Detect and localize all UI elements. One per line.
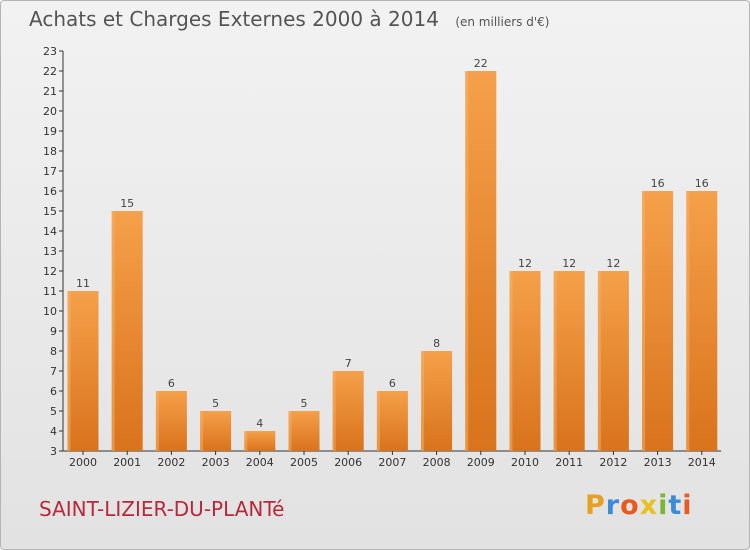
y-tick-label: 7 (50, 365, 57, 378)
data-label-2008: 8 (433, 337, 440, 350)
bar-2004 (244, 431, 276, 451)
y-tick-label: 21 (43, 85, 57, 98)
logo-letter: o (620, 490, 640, 521)
logo-letter: x (639, 490, 659, 521)
x-tick-label-2005: 2005 (290, 456, 318, 469)
logo-letter: P (585, 490, 606, 521)
bar-highlight (509, 271, 513, 451)
bar-highlight (288, 411, 292, 451)
data-label-2013: 16 (651, 177, 665, 190)
bar-highlight (155, 391, 159, 451)
x-tick-label-2007: 2007 (378, 456, 406, 469)
logo-letter: i (682, 490, 693, 521)
y-tick-label: 6 (50, 385, 57, 398)
data-label-2012: 12 (606, 257, 620, 270)
chart-title-text: Achats et Charges Externes 2000 à 2014 (29, 7, 439, 31)
bar-highlight (244, 431, 248, 451)
bar-highlight (421, 351, 425, 451)
data-label-2004: 4 (256, 417, 263, 430)
commune-name: SAINT-LIZIER-DU-PLANTé (39, 497, 285, 521)
bar-highlight (200, 411, 204, 451)
y-tick-label: 18 (43, 145, 57, 158)
data-label-2011: 12 (562, 257, 576, 270)
bar-highlight (376, 391, 380, 451)
x-tick-label-2000: 2000 (69, 456, 97, 469)
logo-letter: i (658, 490, 669, 521)
x-tick-label-2001: 2001 (113, 456, 141, 469)
x-tick-label-2003: 2003 (202, 456, 230, 469)
y-tick-label: 4 (50, 425, 57, 438)
bars (67, 71, 718, 451)
data-label-2007: 6 (389, 377, 396, 390)
bar-2008 (421, 351, 453, 451)
bar-highlight (553, 271, 557, 451)
bar-2007 (376, 391, 408, 451)
bar-2001 (111, 211, 143, 451)
x-tick-label-2010: 2010 (511, 456, 539, 469)
y-tick-label: 19 (43, 125, 57, 138)
y-axis: 3 4 5 6 7 8 9 10 11 12 13 14 15 16 17 18 19 20 21 22 23 (43, 45, 64, 458)
data-label-2014: 16 (695, 177, 709, 190)
y-tick-label: 14 (43, 225, 57, 238)
data-label-2000: 11 (76, 277, 90, 290)
bar-2011 (553, 271, 585, 451)
x-tick-label-2013: 2013 (644, 456, 672, 469)
x-tick-label-2004: 2004 (246, 456, 274, 469)
bar-2009 (465, 71, 497, 451)
proxiti-logo: Proxiti (585, 490, 693, 521)
y-tick-label: 13 (43, 245, 57, 258)
y-tick-label: 22 (43, 65, 57, 78)
bar-highlight (111, 211, 115, 451)
y-tick-label: 16 (43, 185, 57, 198)
bar-highlight (67, 291, 71, 451)
bar-2002 (155, 391, 187, 451)
bar-highlight (332, 371, 336, 451)
y-tick-label: 10 (43, 305, 57, 318)
x-tick-label-2006: 2006 (334, 456, 362, 469)
chart-unit-label: (en milliers d'€) (455, 15, 550, 29)
x-tick-label-2011: 2011 (555, 456, 583, 469)
x-tick-label-2009: 2009 (467, 456, 495, 469)
data-label-2010: 12 (518, 257, 532, 270)
x-axis: 2000 2001 2002 2003 2004 2005 2006 2007 2008 2009… (63, 450, 721, 469)
x-tick-label-2002: 2002 (157, 456, 185, 469)
logo-letter: r (605, 490, 621, 521)
logo-letter: t (668, 490, 683, 521)
y-tick-label: 11 (43, 285, 57, 298)
bar-2014 (686, 191, 718, 451)
bar-2000 (67, 291, 99, 451)
data-label-2005: 5 (301, 397, 308, 410)
bar-2006 (332, 371, 364, 451)
bar-2013 (642, 191, 674, 451)
y-tick-label: 12 (43, 265, 57, 278)
data-label-2009: 22 (474, 57, 488, 70)
bar-2003 (200, 411, 232, 451)
x-tick-label-2012: 2012 (599, 456, 627, 469)
x-tick-label-2008: 2008 (423, 456, 451, 469)
data-label-2003: 5 (212, 397, 219, 410)
bar-highlight (642, 191, 646, 451)
bar-2012 (597, 271, 629, 451)
y-tick-label: 3 (50, 445, 57, 458)
bar-2005 (288, 411, 320, 451)
y-tick-label: 17 (43, 165, 57, 178)
bar-2010 (509, 271, 541, 451)
y-tick-label: 5 (50, 405, 57, 418)
bar-highlight (686, 191, 690, 451)
y-tick-label: 23 (43, 45, 57, 58)
data-label-2006: 7 (345, 357, 352, 370)
data-label-2002: 6 (168, 377, 175, 390)
y-tick-label: 8 (50, 345, 57, 358)
bar-highlight (465, 71, 469, 451)
bar-highlight (597, 271, 601, 451)
y-tick-label: 15 (43, 205, 57, 218)
y-tick-label: 20 (43, 105, 57, 118)
data-labels: 11 15 6 5 4 5 7 6 8 22 12 12 12 16 16 (76, 57, 709, 430)
x-tick-label-2014: 2014 (688, 456, 716, 469)
data-label-2001: 15 (120, 197, 134, 210)
y-tick-label: 9 (50, 325, 57, 338)
chart-title: Achats et Charges Externes 2000 à 2014 (… (29, 7, 549, 31)
